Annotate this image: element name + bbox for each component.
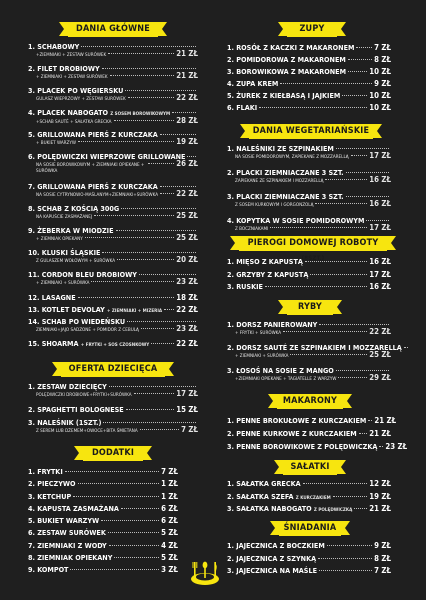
menu-item: 15. Shoarma + frytki + sos czosnkowy 22 z…: [28, 339, 198, 348]
dodatki-list: 1. Frytki 7 zł 2. Pieczywo 1 zł 3. Ketchup…: [28, 466, 178, 577]
menu-item: 1. Naleśniki ze szpinakiem na sosie pomi…: [227, 144, 391, 160]
sniadania-header: Śniadania: [270, 521, 350, 536]
pierogi-tag: (8szt.): [301, 255, 325, 262]
menu-item: 3. Placki ziemniaczane 3 szt. z sosem ku…: [227, 192, 391, 208]
menu-item: 9. Żeberka w miodzie + ziemniak opiekany…: [28, 226, 198, 242]
dania-glowne-header: Dania Główne: [59, 22, 167, 37]
menu-item: 2. Pieczywo 1 zł: [28, 479, 178, 489]
menu-item: 1. Dorsz panierowany + frytki + surówka 2…: [227, 320, 391, 336]
makarony-list: 1. Penne brokułowe z kurczakiem 21 zł 2. …: [227, 414, 408, 453]
menu-item: 3. Jajecznica na maśle 7 zł: [227, 566, 391, 575]
salatki-list: 1. Sałatka grecka 12 zł 2. Sałatka szefa …: [227, 478, 391, 516]
menu-item: 2. Grzyby z kapustą 17 zł: [227, 269, 391, 279]
menu-item: 1. Zestaw dziecięcy polędwiczki drobiowe…: [28, 382, 198, 398]
menu-item: 1. Mięso z kapustą 16 zł: [227, 257, 391, 266]
menu-item: 2. Pomidorowa z makaronem 8 zł: [227, 55, 391, 64]
menu-item: 14. Schab po wiedeńsku ziemniaki+jajo sa…: [28, 317, 198, 333]
salatki-header: Sałatki: [274, 460, 346, 475]
menu-item: 1. Jajecznica z boczkiem 9 zł: [227, 541, 391, 550]
menu-item: 7. Ziemniaki z wody 4 zł: [28, 540, 178, 550]
menu-item: 4. Zupa krem 9 zł: [227, 79, 391, 88]
menu-item: 1. Sałatka grecka 12 zł: [227, 479, 391, 488]
menu-item: 2. Sałatka szefa z kurczakiem 19 zł: [227, 491, 391, 501]
menu-item: 2. Placki ziemniaczane 3 szt. zapiekane …: [227, 168, 391, 184]
menu-item: 1. Frytki 7 zł: [28, 467, 178, 476]
menu-item: 4. Kapusta zasmażana 6 zł: [28, 503, 178, 513]
menu-item: 4. Placek nabogato z sosem borowikowym +…: [28, 108, 198, 125]
dania-wegetarianskie-header: Dania wegetariańskie: [240, 124, 382, 139]
menu-item: 3. Sałatka nabogato z polędwiczką 21 zł: [227, 504, 391, 513]
sniadania-list: 1. Jajecznica z boczkiem 9 zł 2. Jajeczni…: [227, 540, 391, 578]
menu-item: 2. Penne kurkowe z kurczakiem 21 zł: [227, 429, 391, 438]
menu-item: 5. Grillowana pierś z kurczaka + bukiet …: [28, 130, 198, 146]
menu-item: 3. Łosoś na sosie z mango +ziemniaki opi…: [227, 366, 391, 382]
menu-item: 3. Naleśnik (1szt.) z serem lub dżemem+o…: [28, 418, 198, 434]
menu-item: 6. Zestaw surówek 5 zł: [28, 528, 178, 538]
menu-item: 1. Schabowy +ziemniaki + zestaw surówek 2…: [28, 42, 198, 58]
menu-item: 9. Kompot 3 zł: [28, 565, 178, 575]
menu-item: 2. Jajecznica z szynką 8 zł: [227, 553, 391, 563]
menu-item: 1. Rosół z kaczki z makaronem 7 zł: [227, 43, 391, 52]
menu-item: 8. Ziemniak opiekany 5 zł: [28, 553, 178, 563]
zupy-list: 1. Rosół z kaczki z makaronem 7 zł 2. Pom…: [227, 42, 391, 114]
menu-item: 12. Lasagne 18 zł: [28, 293, 198, 302]
pierogi-header: Pierogi domowej roboty (8szt.): [230, 236, 396, 262]
menu-item: 13. Kotlet devolay + ziemniaki + mizeria…: [28, 305, 198, 314]
menu-item: 2. Dorsz sauté ze szpinakiem i mozzarell…: [227, 343, 408, 360]
menu-item: 10. Kluski śląskie z gulaszem wołowym + …: [28, 248, 198, 264]
menu-item: 3. Ketchup 1 zł: [28, 491, 178, 501]
menu-item: 2. Filet drobiowy + ziemniaki + zestaw s…: [28, 64, 198, 80]
menu-item: 8. Schab z kością 300g na kapuście zasma…: [28, 204, 198, 220]
ryby-header: Ryby: [278, 300, 342, 315]
menu-item: 3. Penne borowikowe z polędwiczką 23 zł: [227, 442, 408, 451]
menu-item: 1. Penne brokułowe z kurczakiem 21 zł: [227, 416, 397, 425]
zupy-header: Zupy: [278, 22, 346, 37]
menu-item: 11. Cordon bleu drobiowy + ziemniaki + s…: [28, 270, 198, 286]
menu-item: 6. Flaki 10 zł: [227, 103, 391, 112]
menu-item: 6. Polędwiczki wieprzowe grillowane na s…: [28, 152, 198, 174]
pierogi-list: 1. Mięso z kapustą 16 zł 2. Grzyby z kapu…: [227, 256, 391, 294]
pierogi-title: Pierogi domowej roboty: [247, 238, 379, 248]
menu-item: 2. Spaghetti bolognese 15 zł: [28, 405, 198, 414]
menu-item: 7. Grillowana pierś z kurczaka na sosie …: [28, 182, 198, 198]
oferta-dziecieca-header: Oferta dziecięca: [52, 362, 174, 377]
menu-item: 4. Kopytka w sosie pomidorowym z bocznia…: [227, 216, 391, 232]
menu-item: 5. Bukiet warzyw 6 zł: [28, 516, 178, 526]
menu-item: 3. Ruskie 16 zł: [227, 282, 391, 291]
cutlery-plate-icon: [191, 561, 219, 585]
dodatki-header: Dodatki: [74, 446, 152, 461]
menu-item: 3. Borowikowa z makaronem 10 zł: [227, 67, 391, 76]
menu-item: 3. Placek po węgiersku gulasz wieprzowy …: [28, 86, 198, 102]
menu-item: 5. Żurek z kiełbasą i jajkiem 10 zł: [227, 91, 391, 100]
makarony-header: Makarony: [268, 394, 352, 409]
